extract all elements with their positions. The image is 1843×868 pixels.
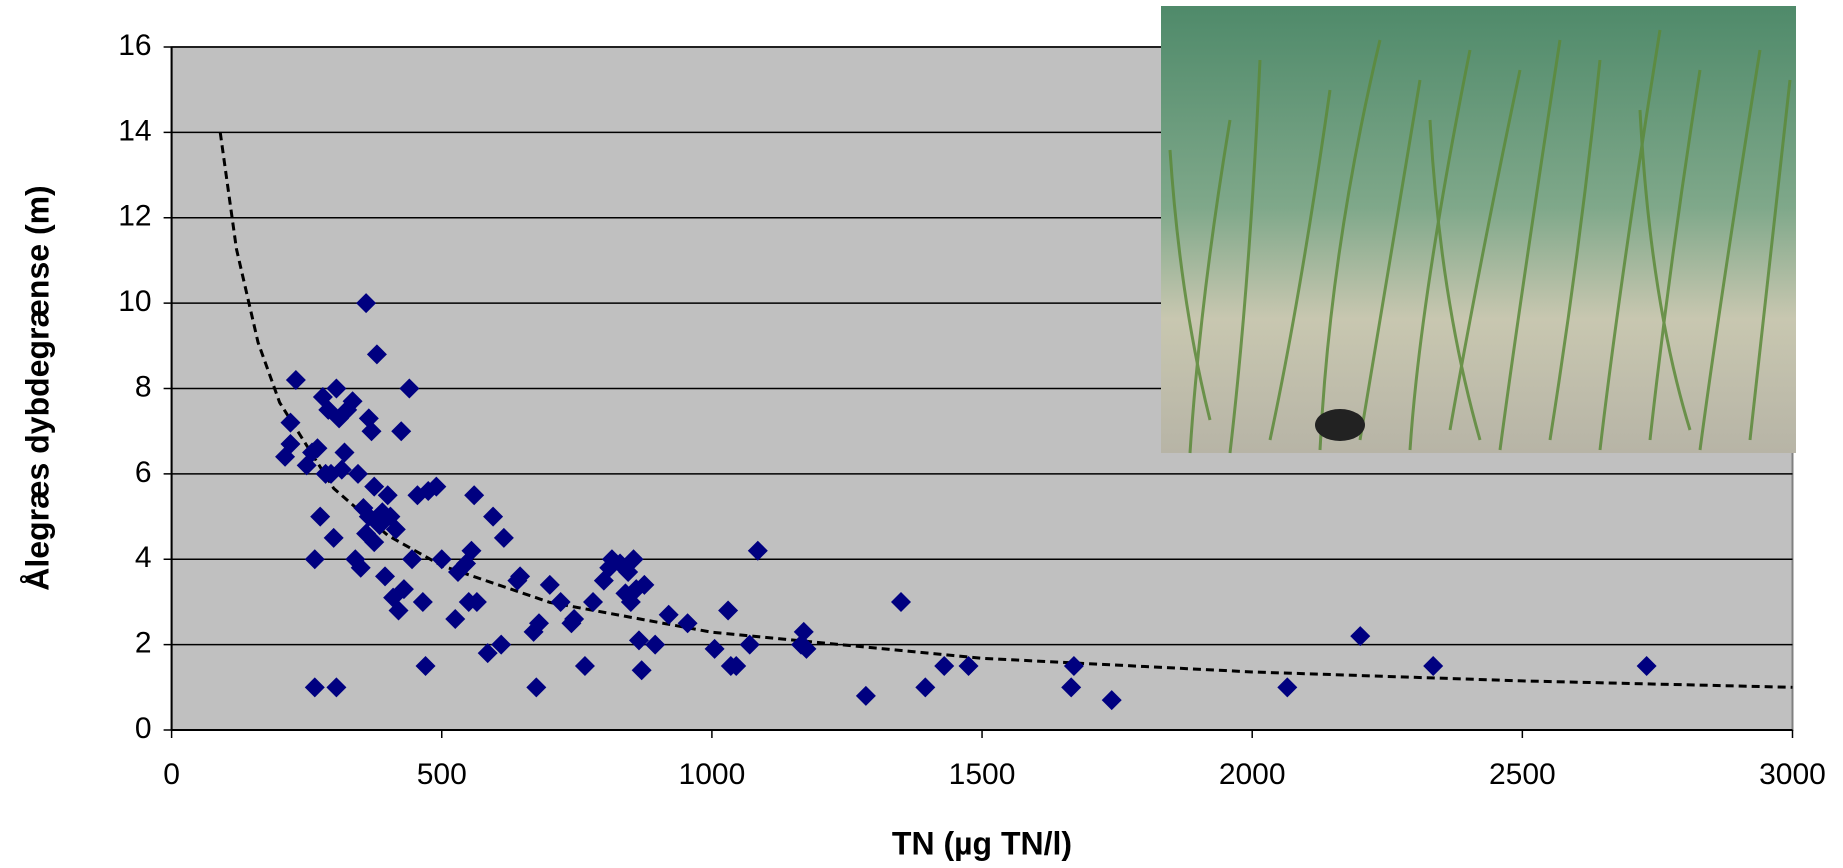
data-point [526,677,547,698]
data-point [493,527,514,548]
data-point [677,613,698,634]
x-tick-label: 2000 [1219,758,1286,791]
data-point [477,643,498,664]
data-point [348,463,369,484]
data-point [628,630,649,651]
data-point [350,557,371,578]
data-point [958,655,979,676]
data-point [342,391,363,412]
data-point [491,634,512,655]
data-point [431,549,452,570]
y-tick-label: 16 [118,29,151,62]
data-point [466,591,487,612]
data-point [415,655,436,676]
data-point [564,609,585,630]
data-point [891,591,912,612]
data-point [310,506,331,527]
y-axis-title: Ålegræs dybdegrænse (m) [19,185,55,590]
data-point [412,591,433,612]
data-point [793,621,814,642]
data-point [353,498,374,519]
data-point [358,408,379,429]
y-tick-label: 4 [135,541,152,574]
x-tick-label: 500 [417,758,467,791]
data-point [934,655,955,676]
x-tick-label: 3000 [1759,758,1826,791]
data-point [1423,655,1444,676]
data-point [285,369,306,390]
data-point [510,566,531,587]
y-tick-label: 8 [135,370,152,403]
data-point [393,579,414,600]
y-tick-label: 0 [135,712,152,745]
data-point [1277,677,1298,698]
data-point [550,591,571,612]
data-point [385,519,406,540]
x-tick-label: 1000 [679,758,746,791]
data-point [1350,626,1371,647]
photo [1161,6,1796,454]
data-point [402,549,423,570]
data-point [377,485,398,506]
data-point [334,442,355,463]
x-tick-label: 1500 [949,758,1016,791]
x-axis-title: TN (µg TN/l) [892,825,1072,861]
data-point [280,412,301,433]
data-point [364,476,385,497]
y-tick-label: 6 [135,456,152,489]
data-point [399,378,420,399]
data-point [326,378,347,399]
data-point [323,527,344,548]
y-tick-label: 14 [118,114,151,147]
data-point [331,459,352,480]
data-point [445,609,466,630]
data-point [391,421,412,442]
data-point [726,655,747,676]
data-point [426,476,447,497]
data-point [658,604,679,625]
data-point [623,549,644,570]
x-tick-label: 0 [163,758,180,791]
data-point [747,540,768,561]
y-tick-label: 10 [118,285,151,318]
data-point [464,485,485,506]
data-point [645,634,666,655]
y-tick-label: 2 [135,627,152,660]
data-point [483,506,504,527]
data-point [388,600,409,621]
x-tick-label: 2500 [1489,758,1556,791]
data-point [461,540,482,561]
data-point [1063,655,1084,676]
data-point [539,574,560,595]
data-point [307,438,328,459]
data-point [361,421,382,442]
data-point [375,566,396,587]
data-point [718,600,739,621]
data-point [574,655,595,676]
data-point [634,574,655,595]
data-point [280,433,301,454]
data-point [855,685,876,706]
data-point [631,660,652,681]
data-point [739,634,760,655]
data-point [1061,677,1082,698]
data-point [356,293,377,314]
data-point [796,638,817,659]
data-point [304,677,325,698]
data-point [304,549,325,570]
y-tick-label: 12 [118,200,151,233]
data-point [583,591,604,612]
data-point [1101,690,1122,711]
data-point [915,677,936,698]
data-point [704,638,725,659]
data-point [1636,655,1657,676]
data-point [366,344,387,365]
data-point [326,677,347,698]
data-point [529,613,550,634]
data-point [364,532,385,553]
